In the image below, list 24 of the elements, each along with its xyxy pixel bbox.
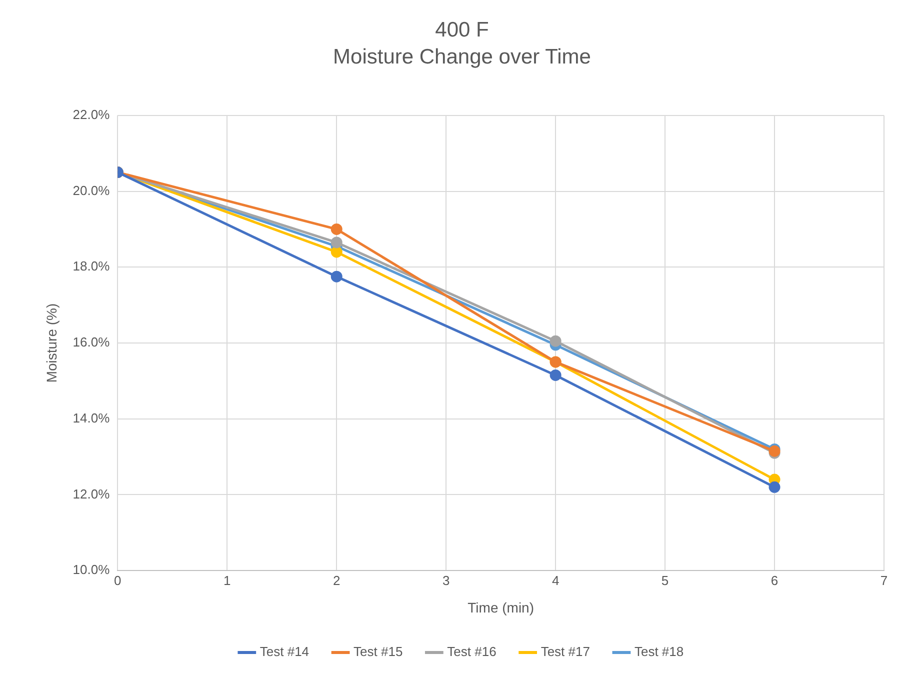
y-tick-label: 22.0%	[72, 106, 110, 122]
chart-subtitle: Moisture Change over Time	[333, 46, 591, 69]
x-axis-title: Time (min)	[468, 599, 534, 616]
y-tick-label: 14.0%	[72, 410, 110, 426]
x-tick-label: 3	[442, 572, 450, 588]
x-tick-label: 2	[333, 572, 340, 588]
y-tick-label: 20.0%	[72, 182, 110, 198]
y-tick-label: 18.0%	[72, 258, 110, 274]
chart-title: 400 F	[435, 18, 489, 42]
legend-label: Test #16	[447, 644, 496, 660]
y-axis-title: Moisture (%)	[43, 303, 60, 383]
y-tick-label: 12.0%	[72, 486, 110, 502]
x-tick-label: 4	[552, 572, 560, 588]
legend-label: Test #17	[540, 644, 590, 660]
legend-label: Test #14	[260, 644, 310, 660]
y-tick-label: 16.0%	[72, 334, 110, 350]
legend-label: Test #18	[634, 644, 684, 660]
x-tick-label: 0	[114, 572, 122, 588]
x-tick-label: 1	[224, 572, 231, 588]
legend-label: Test #15	[354, 644, 403, 660]
y-tick-label: 10.0%	[72, 562, 110, 578]
x-tick-label: 7	[880, 572, 888, 588]
x-tick-label: 5	[661, 572, 669, 588]
x-tick-label: 6	[770, 572, 778, 588]
